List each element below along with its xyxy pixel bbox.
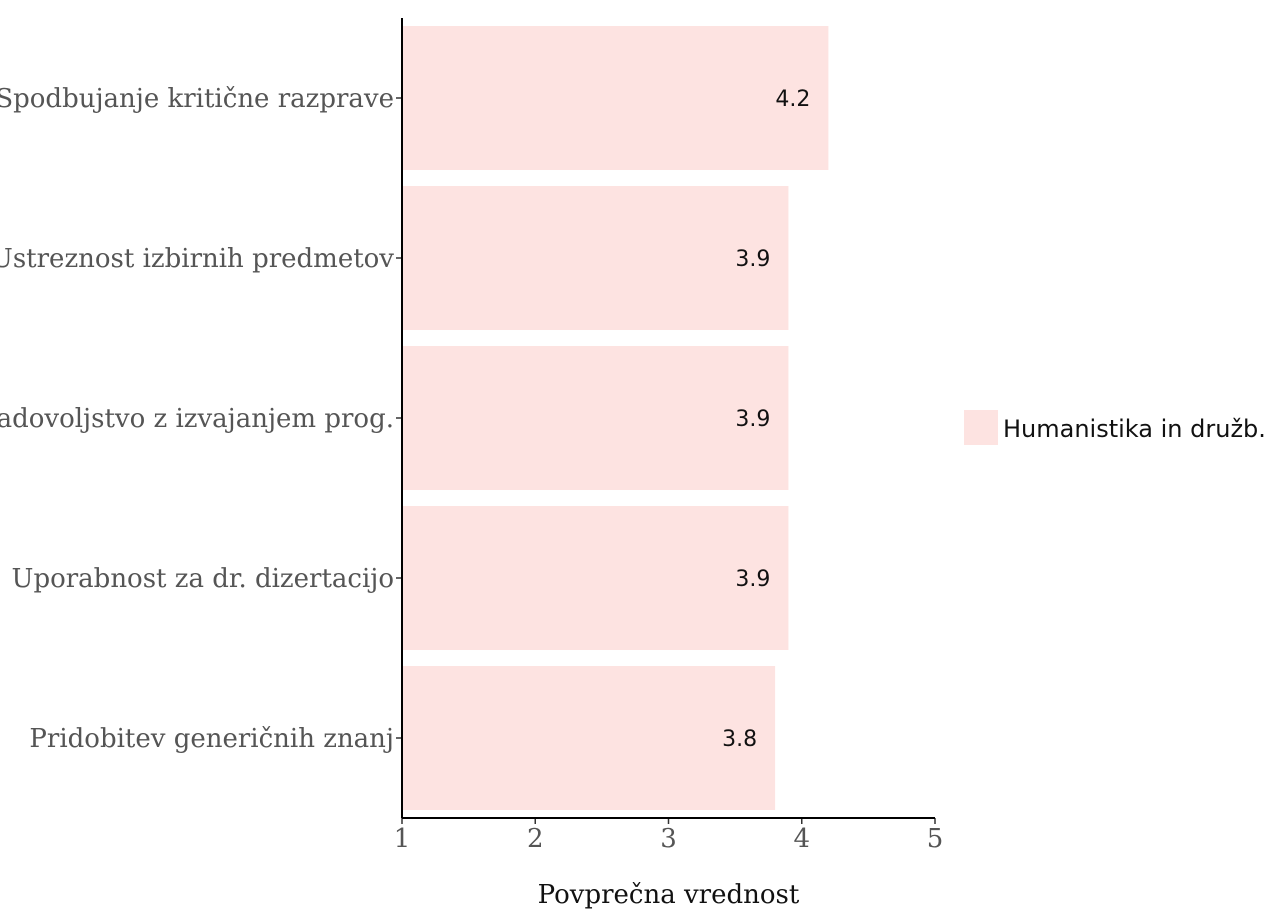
category-label: Pridobitev generičnih znanj <box>29 724 394 754</box>
bar-value-label: 3.8 <box>722 727 757 752</box>
x-tick-label: 3 <box>660 824 677 854</box>
x-axis-title: Povprečna vrednost <box>538 880 800 909</box>
data-labels-group: 4.2 3.9 3.9 3.9 3.8 <box>722 87 810 752</box>
legend-swatch <box>964 410 998 445</box>
bar-value-label: 3.9 <box>735 407 770 432</box>
bar-value-label: 3.9 <box>735 247 770 272</box>
bars-group <box>402 26 829 810</box>
x-tick-label: 1 <box>394 824 411 854</box>
category-label: Uporabnost za dr. dizertacijo <box>12 564 394 594</box>
category-label: Spodbujanje kritične razprave <box>0 84 394 114</box>
legend: Humanistika in družb. <box>964 410 1266 445</box>
bar-value-label: 4.2 <box>775 87 810 112</box>
bar <box>402 26 829 170</box>
x-tick-label: 5 <box>927 824 944 854</box>
legend-label: Humanistika in družb. <box>1003 415 1266 443</box>
bar <box>402 666 776 810</box>
bar-value-label: 3.9 <box>735 567 770 592</box>
x-ticks-group: 1 2 3 4 5 <box>394 818 944 854</box>
x-tick-label: 4 <box>793 824 810 854</box>
x-tick-label: 2 <box>527 824 544 854</box>
category-labels-group: Spodbujanje kritične razprave Ustreznost … <box>0 84 402 754</box>
bar <box>402 186 789 330</box>
bar <box>402 346 789 490</box>
bar <box>402 506 789 650</box>
category-label: Ustreznost izbirnih predmetov <box>0 244 394 274</box>
category-label: Zadovoljstvo z izvajanjem prog. <box>0 404 394 434</box>
